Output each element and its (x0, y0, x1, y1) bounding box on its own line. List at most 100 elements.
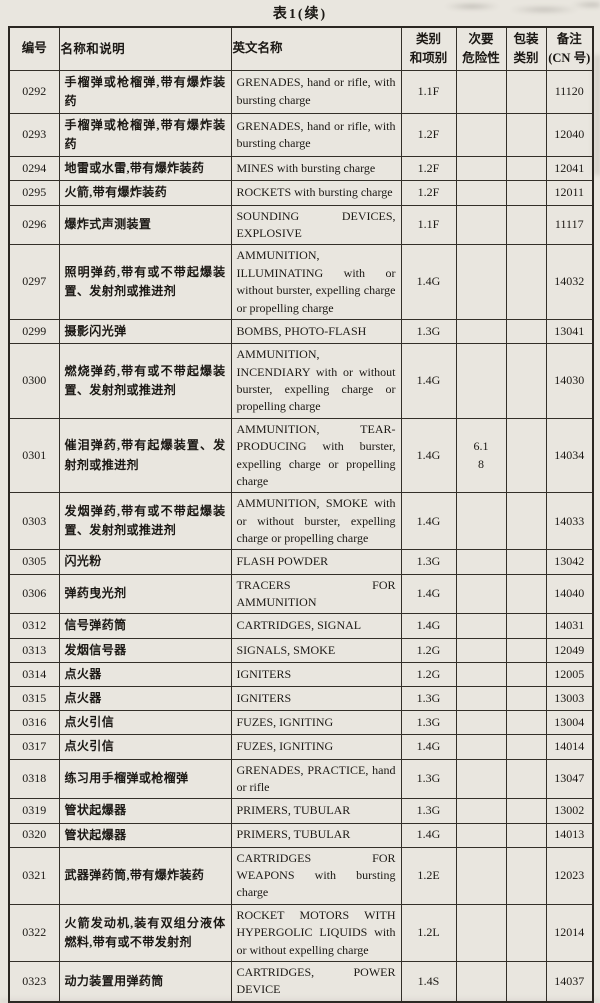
cell-cn: 14032 (545, 244, 594, 320)
table-row: 0294 地雷或水雷,带有爆炸装药 MINES with bursting char… (8, 156, 594, 182)
cell-name: 点火引信 (58, 710, 232, 736)
cell-subsidiaryRisk (455, 244, 507, 320)
cell-classDivision: 1.2F (400, 112, 457, 158)
cell-name: 发烟信号器 (58, 637, 232, 663)
cell-subsidiaryRisk (455, 798, 507, 824)
cell-subsidiaryRisk: 6.1 8 (455, 417, 507, 494)
cell-classDivision: 1.4G (400, 573, 457, 615)
cell-packingGroup (505, 244, 547, 320)
cell-cn: 14013 (545, 822, 594, 848)
cell-classDivision: 1.1F (400, 69, 457, 114)
cell-english: SOUNDING DEVICES, EXPLOSIVE (230, 204, 402, 246)
cell-subsidiaryRisk (455, 156, 507, 182)
cell-packingGroup (505, 961, 547, 1003)
cell-code: 0292 (8, 69, 60, 114)
cell-cn: 14014 (545, 734, 594, 760)
cell-english: CARTRIDGES, POWER DEVICE (230, 961, 402, 1003)
cell-code: 0316 (8, 710, 60, 736)
cell-subsidiaryRisk (455, 685, 507, 712)
cell-code: 0295 (8, 180, 60, 206)
table-row: 0317 点火引信 FUZES, IGNITING 1.4G 14014 (8, 734, 594, 760)
cell-name: 管状起爆器 (58, 798, 232, 824)
cell-cn: 11117 (545, 204, 594, 246)
cell-name: 管状起爆器 (58, 822, 232, 848)
cell-english: PRIMERS, TUBULAR (230, 822, 402, 848)
cell-code: 0305 (8, 549, 60, 575)
cell-name: 武器弹药筒,带有爆炸装药 (58, 846, 232, 905)
cell-packingGroup (505, 758, 547, 800)
cell-classDivision: 1.2F (400, 180, 457, 206)
cell-classDivision: 1.2E (400, 846, 457, 905)
table-row: 0314 点火器 IGNITERS 1.2G 12005 (8, 661, 594, 687)
cell-subsidiaryRisk (455, 961, 507, 1003)
cell-classDivision: 1.2G (400, 637, 457, 663)
cell-subsidiaryRisk (455, 637, 507, 663)
cell-packingGroup (505, 343, 547, 419)
cell-english: AMMUNITION, SMOKE with or without burste… (230, 492, 402, 551)
cell-classDivision: 1.4G (400, 613, 457, 639)
cell-english: TRACERS FOR AMMUNITION (230, 573, 402, 615)
table-row: 0293 手榴弹或枪榴弹,带有爆炸装药 GRENADES, hand or rifl… (8, 112, 594, 158)
cell-english: MINES with bursting charge (230, 156, 402, 182)
cell-classDivision: 1.4G (400, 492, 457, 551)
cell-code: 0300 (8, 343, 60, 419)
cell-code: 0319 (8, 798, 60, 824)
cell-english: ROCKET MOTORS WITH HYPERGOLIC LIQUIDS wi… (230, 903, 402, 963)
cell-packingGroup (505, 685, 547, 712)
cell-name: 信号弹药筒 (58, 613, 232, 639)
cell-code: 0303 (8, 492, 60, 551)
cell-cn: 12041 (545, 156, 594, 182)
table-row: 0315 点火器 IGNITERS 1.3G 13003 (8, 685, 594, 712)
cell-packingGroup (505, 318, 547, 345)
cell-classDivision: 1.2F (400, 156, 457, 182)
cell-english: AMMUNITION, INCENDIARY with or without b… (230, 343, 402, 419)
cell-packingGroup (505, 613, 547, 639)
cell-name: 地雷或水雷,带有爆炸装药 (58, 156, 232, 182)
cell-code: 0322 (8, 903, 60, 963)
cell-english: IGNITERS (230, 661, 402, 687)
cell-name: 摄影闪光弹 (58, 318, 232, 345)
cell-classDivision: 1.4G (400, 822, 457, 848)
cell-subsidiaryRisk (455, 710, 507, 736)
cell-code: 0323 (8, 961, 60, 1003)
cell-name: 火箭,带有爆炸装药 (58, 180, 232, 206)
cell-classDivision: 1.3G (400, 549, 457, 575)
cell-code: 0321 (8, 846, 60, 905)
table-row: 0301 催泪弹药,带有起爆装置、发射剂或推进剂 AMMUNITION, TEAR-… (8, 417, 594, 494)
cell-english: CARTRIDGES, SIGNAL (230, 613, 402, 639)
cell-name: 发烟弹药,带有或不带起爆装置、发射剂或推进剂 (58, 492, 232, 551)
cell-code: 0294 (8, 156, 60, 182)
cell-packingGroup (505, 573, 547, 615)
cell-classDivision: 1.2L (400, 903, 457, 963)
table-header: 编号 名称和说明 英文名称 类别 和项别 次要 危险性 包装 类别 备注 (CN… (8, 26, 594, 71)
cell-cn: 12049 (545, 637, 594, 663)
cell-subsidiaryRisk (455, 661, 507, 687)
table-row: 0313 发烟信号器 SIGNALS, SMOKE 1.2G 12049 (8, 637, 594, 663)
cell-name: 点火引信 (58, 734, 232, 760)
cell-classDivision: 1.1F (400, 204, 457, 246)
cell-classDivision: 1.2G (400, 661, 457, 687)
cell-name: 手榴弹或枪榴弹,带有爆炸装药 (58, 112, 232, 158)
cell-cn: 12005 (545, 661, 594, 687)
cell-english: GRENADES, hand or rifle, with bursting c… (230, 69, 402, 114)
table-body: 0292 手榴弹或枪榴弹,带有爆炸装药 GRENADES, hand or rifl… (8, 69, 594, 1003)
cell-packingGroup (505, 204, 547, 246)
cell-code: 0296 (8, 204, 60, 246)
cell-packingGroup (505, 710, 547, 736)
cell-packingGroup (505, 156, 547, 182)
cell-english: GRENADES, hand or rifle, with bursting c… (230, 112, 402, 158)
cell-subsidiaryRisk (455, 846, 507, 905)
table-row: 0322 火箭发动机,装有双组分液体燃料,带有或不带发射剂 ROCKET MOTOR… (8, 903, 594, 963)
cell-packingGroup (505, 549, 547, 575)
cell-cn: 14037 (545, 961, 594, 1003)
table-row: 0300 燃烧弹药,带有或不带起爆装置、发射剂或推进剂 AMMUNITION, IN… (8, 343, 594, 419)
cell-code: 0306 (8, 573, 60, 615)
header-english-name: 英文名称 (230, 26, 402, 71)
cell-classDivision: 1.3G (400, 798, 457, 824)
cell-name: 练习用手榴弹或枪榴弹 (58, 758, 232, 800)
cell-name: 火箭发动机,装有双组分液体燃料,带有或不带发射剂 (58, 903, 232, 963)
cell-subsidiaryRisk (455, 112, 507, 158)
cell-subsidiaryRisk (455, 573, 507, 615)
cell-packingGroup (505, 734, 547, 760)
cell-name: 弹药曳光剂 (58, 573, 232, 615)
